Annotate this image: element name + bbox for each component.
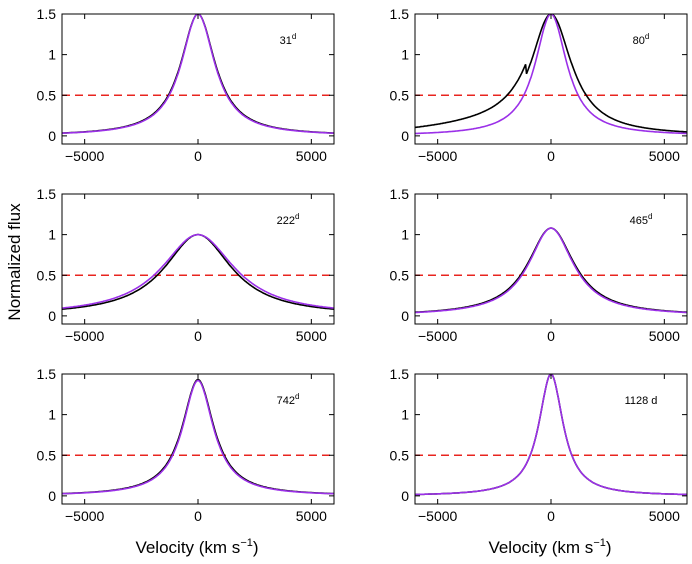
panel-6: −5000 0 5000 0 0.5 1 1.5 1128 d — [390, 366, 688, 524]
x-tick-label: −5000 — [65, 328, 105, 344]
epoch-label: 222d — [277, 212, 300, 227]
y-tick-label: 1 — [401, 227, 409, 243]
y-tick-label: 1.5 — [37, 6, 57, 22]
y-tick-label: 0.5 — [390, 447, 410, 463]
profile-line-purple — [415, 14, 687, 135]
y-tick-label: 0 — [48, 488, 56, 504]
epoch-label: 742d — [277, 392, 300, 407]
y-tick-label: 1 — [48, 407, 56, 423]
panels: −5000 0 5000 0 0.5 1 1.5 31d −5000 0 5000 0 0.5 1 1.5 8… — [37, 6, 688, 524]
profile-line-purple — [415, 374, 687, 496]
plot-frame — [61, 193, 335, 325]
y-axis-title: Normalized flux — [5, 203, 24, 321]
x-tick-label: 0 — [547, 148, 555, 164]
x-tick-label: −5000 — [418, 508, 458, 524]
plot-frame — [414, 373, 688, 505]
y-tick-label: 1 — [48, 227, 56, 243]
x-tick-label: 5000 — [649, 328, 680, 344]
x-tick-label: 0 — [194, 508, 202, 524]
x-axis-title-right: Velocity (km s−1) — [488, 537, 611, 557]
x-tick-label: 5000 — [296, 148, 327, 164]
x-tick-label: −5000 — [418, 148, 458, 164]
y-tick-label: 1 — [48, 47, 56, 63]
profile-line-black — [415, 374, 687, 496]
profile-line-black — [62, 233, 334, 310]
x-tick-label: 0 — [194, 148, 202, 164]
epoch-label: 31d — [280, 32, 297, 47]
x-tick-label: 0 — [547, 508, 555, 524]
y-tick-label: 0.5 — [390, 87, 410, 103]
epoch-label: 80d — [633, 32, 650, 47]
profile-line-black — [415, 227, 687, 313]
y-tick-label: 1.5 — [37, 366, 57, 382]
y-tick-label: 1.5 — [390, 186, 410, 202]
profile-line-black — [415, 14, 687, 133]
y-tick-label: 1 — [401, 407, 409, 423]
y-tick-label: 0 — [401, 488, 409, 504]
x-tick-label: −5000 — [65, 148, 105, 164]
y-tick-label: 0 — [48, 128, 56, 144]
y-tick-label: 0.5 — [37, 87, 57, 103]
y-tick-label: 0.5 — [37, 267, 57, 283]
profile-line-purple — [415, 227, 687, 314]
panel-5: −5000 0 5000 0 0.5 1 1.5 742d — [37, 366, 335, 524]
plot-frame — [61, 373, 335, 505]
x-tick-label: 5000 — [296, 508, 327, 524]
y-tick-label: 0 — [401, 308, 409, 324]
profile-line-purple — [62, 14, 334, 134]
x-tick-label: 5000 — [296, 328, 327, 344]
plot-frame — [414, 193, 688, 325]
panel-1: −5000 0 5000 0 0.5 1 1.5 31d — [37, 6, 335, 164]
epoch-label: 465d — [630, 212, 653, 227]
x-tick-label: 0 — [547, 328, 555, 344]
epoch-label: 1128 d — [625, 395, 658, 407]
x-tick-label: 0 — [194, 328, 202, 344]
y-tick-label: 0 — [48, 308, 56, 324]
x-axis-title-left: Velocity (km s−1) — [135, 537, 258, 557]
profile-line-purple — [62, 379, 334, 495]
y-tick-label: 1.5 — [390, 366, 410, 382]
y-tick-label: 1.5 — [37, 186, 57, 202]
x-tick-label: −5000 — [65, 508, 105, 524]
panel-4: −5000 0 5000 0 0.5 1 1.5 465d — [390, 186, 688, 344]
panel-3: −5000 0 5000 0 0.5 1 1.5 222d — [37, 186, 335, 344]
y-tick-label: 0.5 — [390, 267, 410, 283]
x-tick-label: 5000 — [649, 148, 680, 164]
x-tick-label: −5000 — [418, 328, 458, 344]
y-tick-label: 1 — [401, 47, 409, 63]
profile-line-purple — [62, 233, 334, 309]
x-tick-label: 5000 — [649, 508, 680, 524]
panel-2: −5000 0 5000 0 0.5 1 1.5 80d — [390, 6, 688, 164]
y-tick-label: 0 — [401, 128, 409, 144]
y-tick-label: 1.5 — [390, 6, 410, 22]
y-tick-label: 0.5 — [37, 447, 57, 463]
